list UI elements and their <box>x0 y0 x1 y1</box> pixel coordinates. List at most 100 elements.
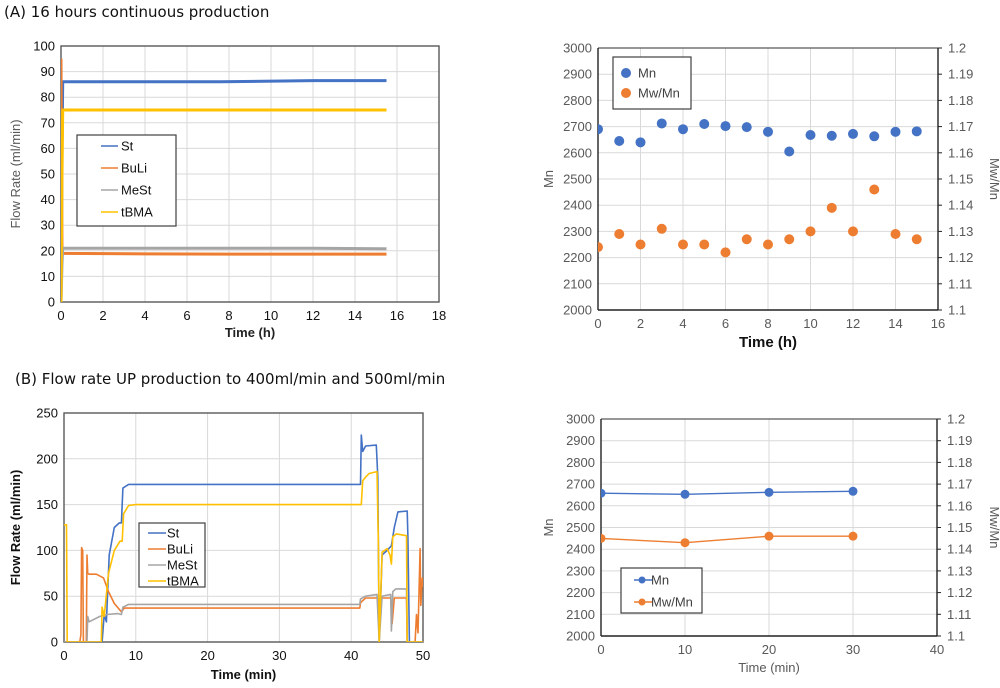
x-tick-label: 6 <box>183 308 190 323</box>
data-point-mn <box>680 489 690 499</box>
legend-marker-mw-mn <box>621 88 631 98</box>
legend-label-st: St <box>167 526 180 541</box>
y-tick-label: 100 <box>33 39 55 54</box>
x-axis-label: Time (min) <box>211 667 277 682</box>
legend-label-mw-mn: Mw/Mn <box>651 595 693 610</box>
x-tick-label: 2 <box>99 308 106 323</box>
data-point-mw-mn <box>614 229 625 240</box>
heading-b: (B) Flow rate UP production to 400ml/min… <box>15 370 446 388</box>
y2-tick-label: 1.15 <box>948 172 973 187</box>
y2-tick-label: 1.16 <box>947 498 972 513</box>
legend-label-mn: Mn <box>638 66 656 81</box>
x-tick-label: 40 <box>930 642 944 657</box>
data-point-mn <box>678 124 688 135</box>
data-point-mw-mn <box>598 242 603 253</box>
series-line-st <box>64 434 423 642</box>
data-point-mw-mn <box>869 184 880 195</box>
y-tick-label: 2200 <box>563 250 592 265</box>
chart-b-mn-dispersity: 0 10 20 30 40 2000 2100 2200 2300 2400 2500 2600 270… <box>541 412 1000 676</box>
y-tick-label: 70 <box>41 115 55 130</box>
x-tick-label: 0 <box>597 642 604 657</box>
legend-label-buli: BuLi <box>121 161 147 176</box>
data-point-mn <box>601 488 606 498</box>
legend-label-tbma: tBMA <box>167 574 199 589</box>
y2-axis-label: Mw/Mn <box>987 158 1000 200</box>
y-tick-label: 50 <box>41 167 55 182</box>
chart-a-flow-rate: 0 2 4 6 8 10 12 14 16 18 0 10 20 30 40 50 60 70 80 90 100 Tim… <box>8 39 446 341</box>
data-point-mn <box>635 137 646 148</box>
legend-marker-mw-mn <box>638 598 646 606</box>
data-point-mn <box>826 130 837 141</box>
y2-tick-label: 1.2 <box>948 41 966 56</box>
y2-tick-label: 1.14 <box>947 542 972 557</box>
legend-box <box>612 56 692 110</box>
data-point-mw-mn <box>848 226 858 237</box>
y-tick-label: 250 <box>36 406 58 421</box>
y2-tick-label: 1.13 <box>947 563 972 578</box>
x-tick-label: 2 <box>637 316 644 331</box>
y2-tick-label: 1.12 <box>947 585 972 600</box>
y-tick-label: 2600 <box>563 145 592 160</box>
y-tick-label: 0 <box>48 295 55 310</box>
y-tick-label: 2100 <box>566 607 595 622</box>
x-tick-label: 8 <box>764 316 771 331</box>
y-tick-label: 2400 <box>566 542 595 557</box>
data-point-mw-mn <box>656 223 667 234</box>
y-tick-label: 3000 <box>563 41 592 56</box>
y2-tick-label: 1.19 <box>948 67 973 82</box>
y-axis-label: Flow Rate (ml/min) <box>8 470 23 586</box>
series-line-mw-mn <box>601 535 853 544</box>
y-tick-label: 60 <box>41 141 55 156</box>
x-tick-label: 0 <box>57 308 64 323</box>
legend-box <box>620 567 703 614</box>
chart-b-flow-rate: 0 10 20 30 40 50 0 50 100 150 200 250 Time (min) Flow… <box>8 406 430 683</box>
legend-box <box>76 134 177 227</box>
legend-label-buli: BuLi <box>167 542 193 557</box>
y2-tick-label: 1.11 <box>947 607 971 622</box>
x-axis-label: Time (h) <box>225 325 275 340</box>
x-axis-label: Time (min) <box>738 660 800 675</box>
data-point-mw-mn <box>805 226 816 237</box>
y2-tick-label: 1.18 <box>948 93 973 108</box>
y2-tick-label: 1.11 <box>948 276 972 291</box>
data-layer <box>61 58 387 302</box>
data-point-mn <box>890 126 901 137</box>
x-tick-label: 10 <box>129 648 143 663</box>
data-point-mw-mn <box>784 234 795 245</box>
y-tick-label: 2300 <box>563 224 592 239</box>
legend: Mn Mw/Mn <box>612 56 692 110</box>
y-tick-label: 30 <box>41 218 55 233</box>
series-line-tbma <box>61 108 387 302</box>
x-tick-label: 14 <box>348 308 362 323</box>
x-tick-label: 0 <box>594 316 601 331</box>
y-tick-label: 2000 <box>563 303 592 318</box>
x-tick-label: 0 <box>60 648 67 663</box>
y-tick-label: 90 <box>41 64 55 79</box>
data-point-mn <box>598 124 603 135</box>
y-tick-label: 2600 <box>566 498 595 513</box>
x-tick-label: 20 <box>762 642 776 657</box>
data-point-mn <box>848 128 858 139</box>
data-point-mw-mn <box>826 202 837 213</box>
x-tick-label: 50 <box>416 648 430 663</box>
plot-border <box>63 412 424 643</box>
y-tick-label: 40 <box>41 192 55 207</box>
data-point-mn <box>911 126 922 137</box>
y2-tick-label: 1.1 <box>948 303 966 318</box>
data-point-mn <box>764 487 774 497</box>
legend-label-mn: Mn <box>651 573 669 588</box>
x-tick-label: 20 <box>200 648 214 663</box>
y-tick-label: 2400 <box>563 198 592 213</box>
y-axis-label: Mn <box>541 518 556 536</box>
data-point-mn <box>763 126 773 137</box>
y-axis-label: Mn <box>541 170 556 188</box>
x-tick-label: 14 <box>888 316 902 331</box>
data-layer <box>601 486 858 548</box>
data-point-mn <box>805 129 816 140</box>
y2-tick-label: 1.17 <box>947 477 972 492</box>
x-tick-label: 8 <box>225 308 232 323</box>
x-tick-label: 30 <box>846 642 860 657</box>
